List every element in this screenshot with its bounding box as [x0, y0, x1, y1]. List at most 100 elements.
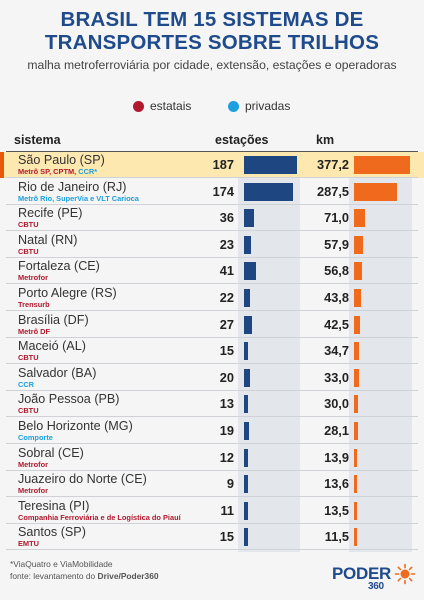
source-prefix: fonte: levantamento do	[10, 570, 98, 581]
operator-name: Metrô Rio, SuperVia e VLT Carioca	[18, 193, 139, 203]
table-row: Maceió (AL) CBTU 15 34,7	[0, 338, 424, 365]
estacoes-value: 27	[219, 316, 234, 332]
legend-item-privadas: privadas	[228, 99, 290, 113]
legend-dot-estatais	[133, 100, 144, 112]
table-row: Rio de Janeiro (RJ) Metrô Rio, SuperVia e…	[0, 179, 424, 205]
row-separator	[6, 443, 418, 444]
estacoes-bar	[244, 262, 256, 281]
table-row: Porto Alegre (RS) Trensurb 22 43,8	[0, 285, 424, 311]
estacoes-bar	[244, 235, 251, 254]
km-bar	[354, 422, 359, 440]
km-bar	[354, 315, 361, 334]
table-row: Recife (PE) CBTU 36 71,0	[0, 205, 424, 232]
city-name: Belo Horizonte (MG)	[18, 419, 133, 433]
km-bar	[354, 209, 365, 228]
estacoes-bar	[244, 528, 249, 547]
km-bar	[354, 262, 363, 281]
operator-name: Metrofor	[18, 273, 48, 283]
chart-subtitle: malha metroferroviária por cidade, exten…	[27, 58, 397, 72]
row-separator	[6, 336, 418, 338]
header-km: km	[316, 133, 335, 147]
km-bar	[354, 528, 357, 547]
table-row: Santos (SP) EMTU 15 11,5	[0, 524, 424, 551]
footnote-line-2: fonte: levantamento do Drive/Poder360	[10, 571, 159, 583]
operator-name: Comporte	[18, 433, 53, 442]
title-line-2: TRANSPORTES SOBRE TRILHOS	[44, 31, 380, 54]
row-separator	[6, 310, 418, 311]
km-value: 287,5	[316, 183, 349, 199]
km-bar	[354, 289, 361, 307]
table-row: Belo Horizonte (MG) Comporte 19 28,1	[0, 418, 424, 444]
km-bar	[354, 368, 359, 387]
km-value: 42,5	[324, 316, 349, 332]
highlight-accent	[0, 152, 4, 178]
table-row: Teresina (PI) Companhia Ferroviária e de …	[0, 498, 424, 524]
estacoes-bar	[244, 209, 255, 228]
legend-item-estatais: estatais	[133, 99, 191, 113]
km-bar	[354, 182, 397, 201]
km-bar	[354, 156, 410, 174]
city-name: Natal (RN)	[18, 232, 78, 247]
operator-name: Metrô SP, CPTM,	[18, 167, 79, 176]
operator-name: Companhia Ferroviária e de Logística do …	[18, 512, 181, 522]
header-sistema: sistema	[14, 133, 61, 147]
operator-label: Metrofor	[18, 273, 48, 282]
operator-label: CCR	[18, 380, 34, 389]
title-line-1: BRASIL TEM 15 SISTEMAS DE	[60, 8, 364, 31]
estacoes-bar	[244, 156, 297, 174]
city-name: Salvador (BA)	[18, 365, 97, 380]
city-name: Maceió (AL)	[18, 339, 86, 354]
operator-name: Metrofor	[18, 459, 48, 469]
km-bar	[354, 342, 360, 361]
row-separator	[6, 363, 418, 365]
logo-sun-icon	[394, 563, 416, 585]
km-value: 30,0	[324, 396, 349, 412]
row-separator	[6, 416, 418, 418]
km-value: 57,9	[324, 236, 349, 252]
estacoes-value: 174	[212, 183, 234, 199]
estacoes-value: 19	[219, 423, 234, 438]
legend-dot-privadas	[228, 100, 239, 112]
logo-number: 360	[368, 581, 384, 592]
logo-text: PODER	[332, 564, 391, 583]
estacoes-bar	[244, 475, 248, 494]
estacoes-bar	[244, 422, 250, 440]
chart-title: BRASIL TEM 15 SISTEMAS DE TRANSPORTES SO…	[0, 8, 424, 54]
operator-name: CBTU	[18, 406, 39, 416]
km-value: 56,8	[324, 263, 349, 279]
city-name: Porto Alegre (RS)	[18, 286, 117, 300]
estacoes-bar	[244, 315, 252, 334]
operator-name: CBTU	[18, 246, 39, 256]
table-row: Fortaleza (CE) Metrofor 41 56,8	[0, 258, 424, 285]
operator-label: CBTU	[18, 247, 39, 256]
row-separator	[6, 469, 418, 471]
km-value: 377,2	[316, 157, 349, 172]
operator-label: Metrô DF	[18, 327, 50, 336]
operator-label: Metrô SP, CPTM, CCR*	[18, 167, 97, 176]
city-name: Rio de Janeiro (RJ)	[18, 179, 127, 194]
operator-name: CBTU	[18, 220, 39, 230]
row-separator	[6, 549, 418, 551]
footnote: *ViaQuatro e ViaMobilidade fonte: levant…	[10, 559, 159, 582]
table-row: Brasília (DF) Metrô DF 27 42,5	[0, 312, 424, 338]
operator-label: Companhia Ferroviária e de Logística do …	[18, 513, 181, 522]
km-bar	[354, 448, 357, 467]
city-name: Recife (PE)	[18, 206, 83, 221]
operator-label: Metrofor	[18, 460, 48, 469]
header-estacoes: estações	[215, 133, 269, 147]
estacoes-value: 15	[219, 343, 234, 359]
row-separator	[6, 496, 418, 498]
operator-label: CBTU	[18, 220, 39, 229]
estacoes-value: 13	[219, 396, 234, 412]
km-value: 34,7	[324, 343, 349, 359]
operator-name: Metrofor	[18, 486, 48, 496]
operator-name: CCR	[18, 379, 35, 389]
table-row: Juazeiro do Norte (CE) Metrofor 9 13,6	[0, 471, 424, 498]
table-row: Natal (RN) CBTU 23 57,9	[0, 232, 424, 258]
estacoes-bar	[244, 501, 248, 520]
city-name: Brasília (DF)	[18, 312, 89, 327]
km-value: 28,1	[324, 423, 349, 438]
row-separator	[6, 283, 418, 285]
estacoes-value: 23	[219, 236, 234, 252]
estacoes-value: 9	[226, 476, 234, 492]
